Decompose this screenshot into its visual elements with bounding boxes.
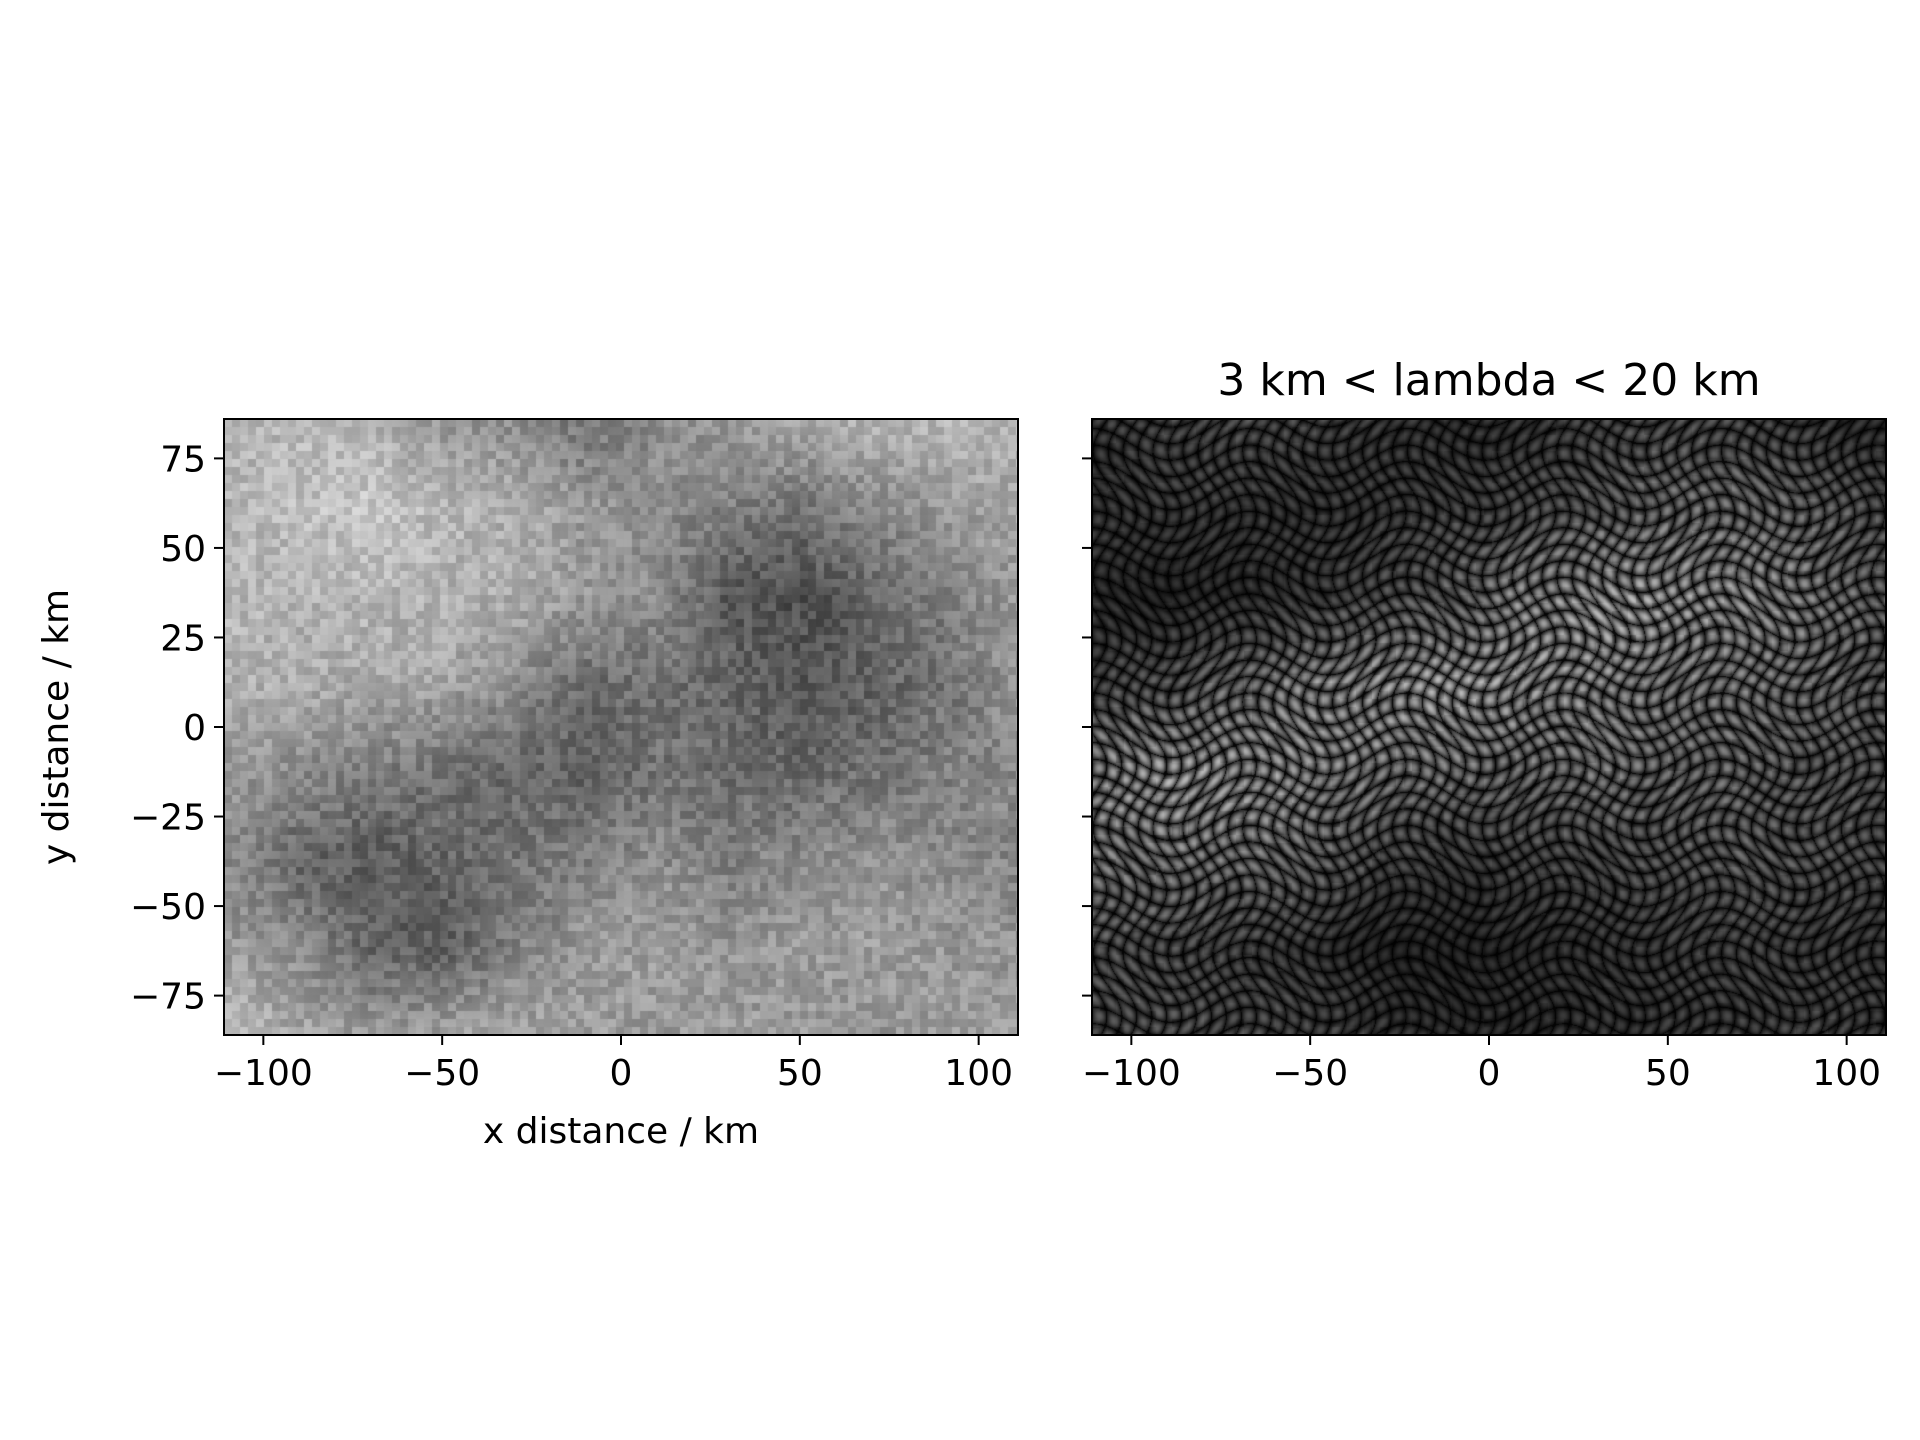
raw-field-ytick-label: −25 [130, 798, 206, 839]
raw-field-frame [223, 418, 1019, 1036]
bandpass-amplitude-xtick-label: −100 [1082, 1053, 1181, 1094]
raw-field-xtick-label: −50 [404, 1053, 480, 1094]
raw-field-ytick-label: −75 [130, 977, 206, 1018]
bandpass-amplitude-xtick-label: 100 [1812, 1053, 1881, 1094]
raw-field-xlabel: x distance / km [483, 1111, 759, 1152]
raw-field-image [224, 419, 1018, 1035]
raw-field-xtick-label: 0 [610, 1053, 633, 1094]
bandpass-heatmap [1092, 419, 1886, 1035]
bandpass-axes: −100 −50 0 50 100 3 km < lambda < 20 km [1082, 355, 1887, 1094]
raw-field-xtick-label: 100 [944, 1053, 1013, 1094]
bandpass-amplitude-frame [1091, 418, 1887, 1036]
bandpass-image [1092, 419, 1886, 1035]
raw-field-ytick-label: −50 [130, 887, 206, 928]
raw-field-ytick-label: 0 [183, 708, 206, 749]
raw-field-ytick-label: 50 [160, 529, 206, 570]
raw-field-ylabel: y distance / km [36, 589, 77, 865]
raw-field-ytick-label: 75 [160, 439, 206, 480]
bandpass-amplitude-xtick-label: 0 [1478, 1053, 1501, 1094]
bandpass-amplitude-title: 3 km < lambda < 20 km [1217, 355, 1760, 406]
bandpass-amplitude-xtick-label: 50 [1645, 1053, 1691, 1094]
raw-field-heatmap [224, 419, 1018, 1035]
raw-field-xtick-label: −100 [214, 1053, 313, 1094]
raw-field-xtick-label: 50 [777, 1053, 823, 1094]
raw-field-ytick-label: 25 [160, 618, 206, 659]
raw-field-axes: −100 −50 0 50 100 75 50 25 0 −25 −50 −75 x distance … [36, 418, 1019, 1152]
bandpass-amplitude-xtick-label: −50 [1272, 1053, 1348, 1094]
